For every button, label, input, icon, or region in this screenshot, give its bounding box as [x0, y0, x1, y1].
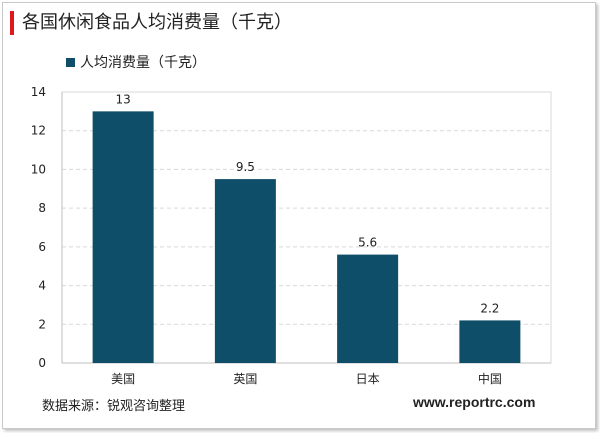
data-label: 5.6 — [358, 236, 377, 250]
legend-swatch — [66, 57, 75, 67]
legend: 人均消费量（千克） — [66, 52, 206, 72]
y-tick-label: 2 — [38, 317, 46, 331]
data-label: 9.5 — [236, 160, 255, 174]
bar — [92, 111, 154, 363]
data-label: 13 — [115, 92, 130, 106]
bar — [214, 179, 276, 363]
title-accent-bar — [10, 11, 14, 35]
y-tick-label: 12 — [31, 124, 46, 138]
x-tick-label: 英国 — [233, 372, 257, 386]
chart-title: 各国休闲食品人均消费量（千克） — [22, 12, 292, 33]
bar — [459, 320, 521, 363]
y-tick-label: 0 — [38, 356, 46, 370]
x-tick-label: 日本 — [356, 372, 380, 386]
bar — [337, 254, 399, 363]
y-tick-label: 6 — [38, 240, 46, 254]
y-tick-label: 4 — [38, 279, 46, 293]
y-tick-label: 10 — [31, 162, 46, 176]
legend-label: 人均消费量（千克） — [80, 55, 206, 71]
data-label: 2.2 — [480, 301, 499, 315]
y-tick-label: 14 — [31, 85, 46, 99]
y-tick-label: 8 — [38, 201, 46, 215]
website-url: www.reportrc.com — [413, 394, 536, 410]
x-tick-label: 中国 — [478, 371, 502, 386]
x-tick-label: 美国 — [111, 372, 135, 386]
source-note: 数据来源：锐观咨询整理 — [42, 399, 186, 414]
